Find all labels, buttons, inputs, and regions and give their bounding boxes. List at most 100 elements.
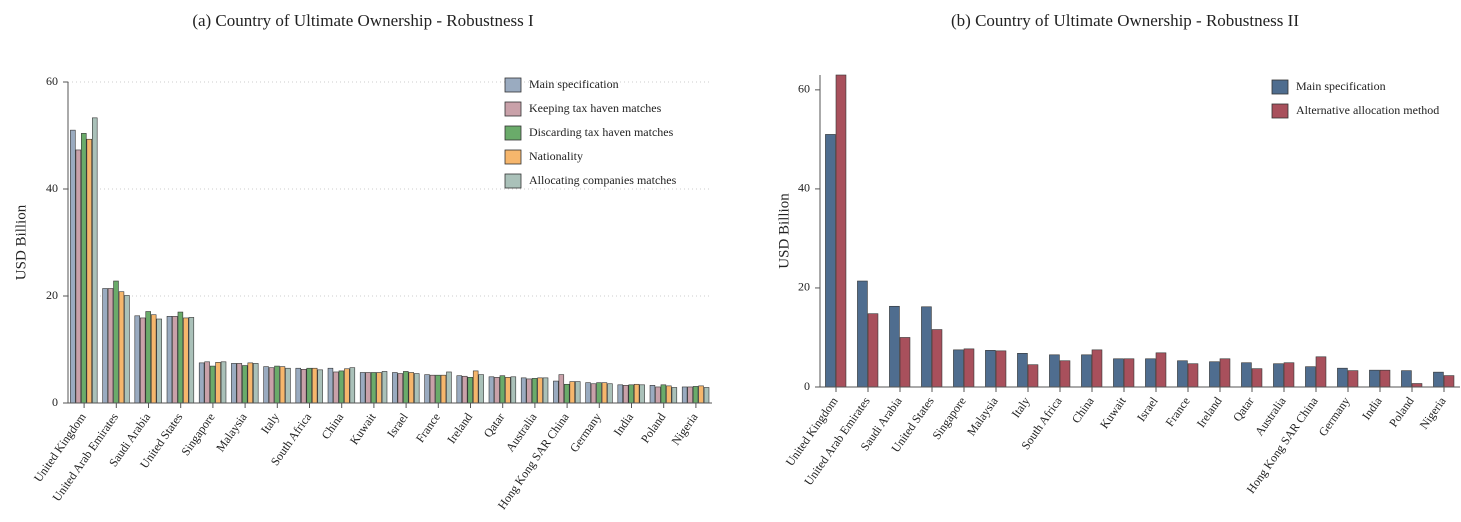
- bar: [253, 363, 259, 404]
- bar: [1219, 358, 1231, 388]
- bar: [172, 316, 178, 404]
- bar: [985, 350, 996, 388]
- x-tick-label: Qatar: [1230, 394, 1257, 424]
- legend-swatch: [504, 77, 522, 93]
- bar: [553, 380, 559, 404]
- legend-label: Keeping tax haven matches: [529, 101, 662, 115]
- y-tick-label: 20: [46, 288, 58, 302]
- bar: [274, 365, 280, 404]
- legend-label: Main specification: [529, 77, 619, 91]
- x-tick-label: China: [318, 410, 346, 442]
- legend-label: Nationality: [529, 149, 583, 163]
- bar: [107, 288, 114, 404]
- bar: [857, 280, 868, 388]
- bar: [520, 377, 527, 404]
- bar: [666, 385, 672, 404]
- y-tick-label: 40: [46, 181, 58, 195]
- x-tick-label: Ireland: [444, 410, 475, 446]
- bar: [236, 363, 243, 404]
- bar: [899, 337, 911, 388]
- bar: [75, 149, 82, 404]
- bar: [461, 375, 468, 404]
- bar: [1401, 370, 1412, 388]
- bar: [397, 373, 404, 404]
- bar: [242, 365, 248, 404]
- bar: [1145, 358, 1156, 388]
- bar: [381, 371, 388, 404]
- bar: [622, 385, 629, 404]
- bar: [1155, 352, 1167, 388]
- bar: [113, 280, 119, 404]
- bar: [1187, 363, 1199, 388]
- bar: [607, 383, 613, 404]
- bar: [1027, 364, 1039, 388]
- bar: [440, 374, 447, 404]
- bar: [835, 74, 847, 388]
- bar: [1049, 354, 1060, 388]
- bar: [327, 367, 334, 404]
- bar: [263, 366, 269, 404]
- y-tick-label: 60: [798, 82, 810, 96]
- bar: [1251, 368, 1263, 388]
- bar: [1091, 349, 1103, 388]
- bar: [215, 362, 221, 404]
- bar: [1337, 367, 1348, 388]
- bar: [526, 378, 532, 404]
- x-tick-label: Poland: [638, 410, 669, 445]
- x-tick-label: China: [1069, 394, 1097, 426]
- bar: [306, 367, 312, 404]
- legend-swatch: [504, 173, 522, 189]
- bar: [510, 376, 517, 404]
- y-tick-label: 40: [798, 181, 810, 195]
- bar: [494, 377, 500, 404]
- bar: [1315, 356, 1327, 388]
- bar: [118, 291, 125, 404]
- bar: [1177, 360, 1188, 388]
- bar: [177, 311, 184, 404]
- bar: [285, 367, 291, 404]
- y-tick-label: 20: [798, 280, 810, 294]
- bar: [921, 306, 932, 388]
- bar: [429, 374, 436, 404]
- bar: [1379, 369, 1391, 388]
- x-tick-label: India: [611, 410, 637, 439]
- bar: [231, 363, 237, 404]
- legend-swatch: [1271, 79, 1289, 95]
- bar: [542, 377, 549, 404]
- y-tick-label: 0: [804, 379, 810, 393]
- bar: [596, 382, 602, 404]
- x-tick-label: Israel: [384, 410, 411, 440]
- x-tick-label: France: [413, 410, 443, 445]
- bar: [590, 383, 597, 404]
- bar: [333, 371, 339, 404]
- legend-label: Main specification: [1296, 79, 1386, 93]
- bar: [1305, 366, 1316, 388]
- bar: [867, 313, 879, 388]
- legend-label: Alternative allocation method: [1296, 103, 1439, 117]
- bar: [435, 374, 441, 404]
- bar: [703, 387, 710, 404]
- bar: [681, 386, 688, 404]
- x-tick-label: Germany: [567, 410, 604, 455]
- bar: [1283, 362, 1295, 388]
- bar: [505, 377, 511, 404]
- bar: [575, 381, 581, 404]
- bar: [1209, 361, 1220, 388]
- bar: [370, 372, 377, 404]
- bar: [687, 386, 693, 404]
- bar: [698, 385, 704, 404]
- x-tick-label: Ireland: [1194, 394, 1225, 430]
- bar: [134, 315, 140, 404]
- bar: [81, 133, 87, 404]
- bar: [408, 372, 415, 404]
- bar: [295, 367, 301, 404]
- bar: [931, 329, 943, 388]
- bar: [825, 134, 836, 388]
- bar: [124, 295, 130, 404]
- bar: [247, 362, 254, 404]
- legend-label: Discarding tax haven matches: [529, 125, 674, 139]
- bar: [963, 348, 975, 388]
- x-tick-label: Kuwait: [1097, 394, 1129, 432]
- bar: [424, 374, 430, 404]
- bar: [139, 317, 146, 404]
